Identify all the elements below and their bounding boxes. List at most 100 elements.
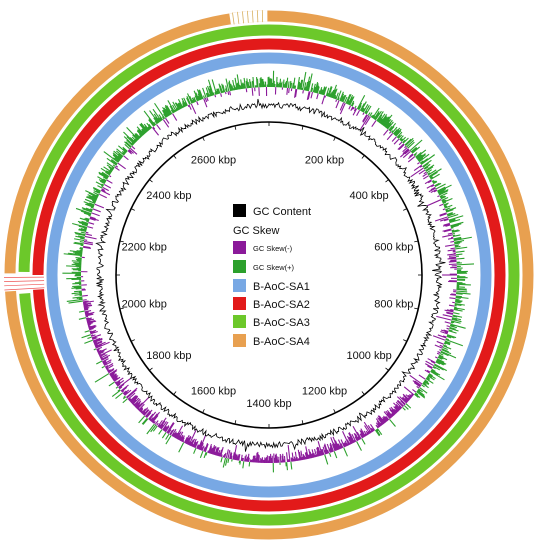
gc-skew-bar — [345, 94, 351, 104]
gc-skew-bar — [101, 171, 110, 177]
gc-skew-bar — [446, 327, 450, 330]
gc-skew-bar — [323, 86, 328, 96]
scale-tick — [202, 409, 205, 414]
gc-skew-bar — [344, 442, 348, 447]
scale-tick — [361, 391, 365, 395]
gc-skew-bar — [348, 436, 353, 444]
gc-skew-bar — [296, 456, 299, 461]
gc-skew-bar — [376, 428, 383, 436]
gc-skew-bar — [402, 148, 409, 155]
gc-skew-bar — [393, 408, 398, 413]
gc-skew-bar — [116, 148, 125, 156]
gc-skew-bar — [184, 434, 190, 444]
gc-skew-bar — [137, 129, 144, 136]
scale-tick — [385, 367, 389, 371]
gc-skew-bar — [73, 251, 83, 254]
gc-skew-bar — [386, 410, 394, 417]
gc-skew-bar — [437, 356, 443, 360]
gc-skew-bar — [143, 409, 150, 416]
gc-skew-bar — [316, 446, 321, 457]
gc-skew-bar — [118, 378, 131, 388]
gc-skew-bar — [177, 435, 181, 440]
gc-skew-bar — [286, 462, 289, 471]
gc-skew-bar — [363, 430, 368, 436]
gc-skew-bar — [221, 83, 225, 93]
legend-label-sa3: B-AoC-SA3 — [253, 317, 310, 329]
gc-skew-bar — [191, 99, 195, 104]
gc-skew-bar — [288, 88, 290, 94]
gc-skew-bar — [78, 310, 85, 313]
gc-skew-bar — [220, 446, 224, 457]
gc-skew-bar — [339, 102, 345, 111]
gc-skew-bar — [124, 389, 132, 396]
gc-skew-bar — [311, 87, 314, 93]
legend-label-gc-skew-neg: GC Skew(-) — [253, 244, 293, 253]
gc-skew-bar — [91, 334, 96, 337]
gc-skew-bar — [314, 82, 319, 93]
gc-skew-bar — [175, 108, 178, 112]
gc-skew-bar — [374, 112, 380, 120]
gc-skew-bar — [93, 190, 100, 194]
gc-skew-bar — [334, 443, 338, 451]
gc-skew-bar — [141, 417, 148, 425]
gc-skew-bar — [294, 88, 297, 98]
gc-skew-bar — [193, 96, 197, 103]
gc-skew-bar — [393, 138, 400, 145]
gc-skew-bar — [332, 436, 339, 451]
gc-skew-bar — [102, 360, 107, 364]
gc-skew-bar — [414, 153, 417, 157]
gc-skew-bar — [88, 324, 96, 328]
gc-skew-bar — [386, 123, 392, 129]
gc-skew-bar — [417, 389, 425, 396]
gc-skew-bar — [212, 92, 215, 96]
gc-skew-bar — [175, 102, 181, 110]
gc-skew-bar — [100, 354, 108, 359]
gc-skew-bar — [217, 450, 221, 457]
gc-skew-bar — [100, 189, 111, 196]
gc-skew-bar — [409, 139, 423, 152]
gc-skew-bar — [158, 429, 163, 435]
gc-skew-bar — [98, 172, 108, 180]
gc-skew-bar — [85, 313, 94, 317]
gc-skew-bar — [222, 84, 226, 93]
gc-skew-bar — [234, 77, 238, 90]
gc-skew-bar — [454, 301, 461, 304]
gc-skew-bar — [219, 449, 223, 457]
gc-skew-bar — [152, 108, 162, 122]
gc-skew-bar — [297, 77, 300, 90]
gc-skew-bar — [402, 150, 411, 159]
tick-label-800: 800 kbp — [374, 299, 413, 311]
gc-skew-bar — [430, 176, 434, 180]
gc-skew-bar — [383, 411, 391, 420]
gc-skew-bar — [322, 87, 326, 96]
gc-skew-bar — [300, 457, 303, 461]
gc-skew-bar — [441, 196, 449, 201]
gc-skew-bar — [181, 101, 186, 107]
gc-skew-bar — [83, 212, 91, 216]
gc-skew-bar — [370, 114, 373, 118]
gc-skew-bar — [95, 341, 110, 349]
gc-skew-bar — [437, 195, 440, 198]
gc-skew-bar — [99, 193, 107, 199]
gc-skew-bar — [329, 444, 334, 453]
gc-skew-bar — [83, 245, 91, 249]
gc-skew-bar — [99, 180, 105, 185]
gc-skew-bar — [86, 317, 92, 320]
gc-skew-bar — [389, 122, 397, 132]
gc-skew-bar — [98, 353, 101, 356]
gc-skew-bar — [85, 220, 89, 223]
gc-skew-bar — [311, 453, 314, 458]
gc-skew-bar — [306, 91, 310, 101]
gc-skew-bar — [143, 409, 149, 416]
gc-skew-bar — [153, 121, 157, 126]
gc-skew-bar — [236, 83, 239, 90]
gc-skew-bar — [446, 309, 454, 312]
gc-skew-bar — [418, 157, 424, 162]
gc-skew-bar — [438, 356, 444, 360]
gc-skew-bar — [293, 456, 296, 462]
gc-skew-bar — [448, 256, 457, 259]
gc-skew-bar — [302, 90, 304, 94]
gc-skew-bar — [173, 109, 176, 113]
gc-skew-bar — [435, 361, 441, 365]
gc-skew-bar — [371, 120, 377, 127]
